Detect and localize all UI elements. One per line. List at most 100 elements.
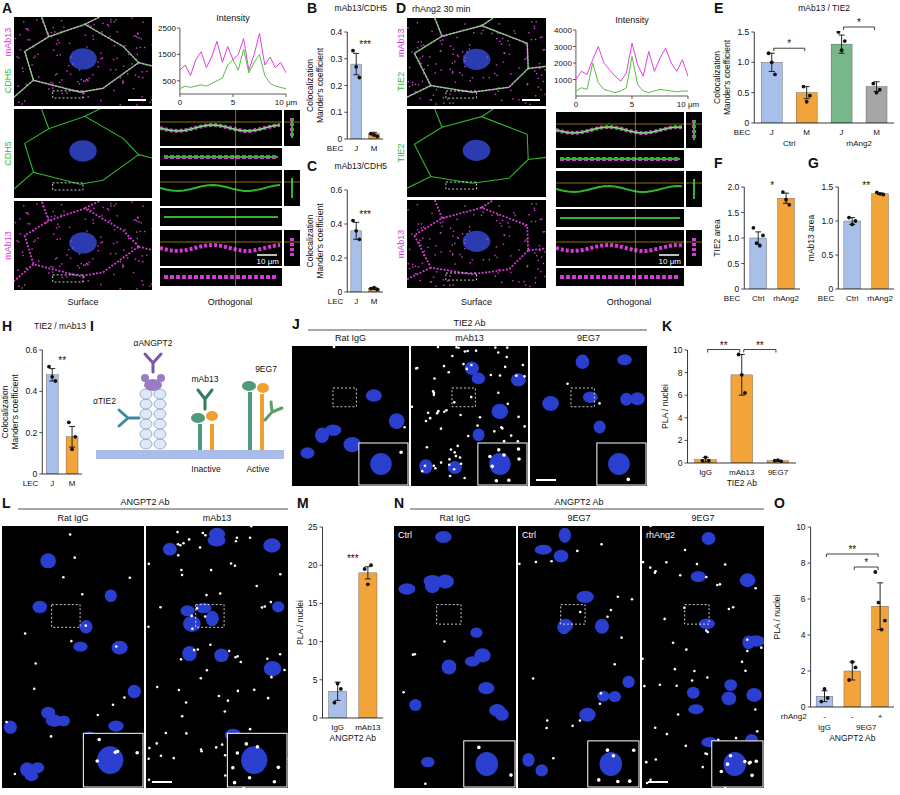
signal [415,84,416,85]
signal [503,234,504,235]
data-point [351,219,355,223]
y-tick [344,190,347,191]
signal [543,263,544,264]
signal [495,276,496,277]
y-tick [344,32,347,33]
micrograph [14,17,152,106]
panel-letter: D [396,0,406,16]
y-tick [808,671,811,672]
panel-letter: G [808,155,819,171]
crosshair [686,183,702,184]
signal [467,233,468,234]
error-stem [824,691,825,702]
y-tick [685,463,688,464]
tile-label: 9EG7 [577,333,600,343]
integrin-alpha [248,392,252,450]
signal [72,247,73,248]
signal [26,212,27,213]
x-axis [754,123,894,124]
signal [60,238,61,239]
orthogonal-crop [556,230,684,266]
pla-signal [464,350,467,353]
plot-area [351,219,380,292]
error-bar [49,369,55,381]
signal [63,26,64,27]
signal [27,212,28,213]
signal [534,210,535,211]
data-point [880,628,884,632]
data-point [840,48,844,52]
significance: ** [862,180,870,191]
plot-area [351,49,380,139]
inset-signal [277,766,281,770]
y-tick-label: 1.5 [821,182,833,192]
signal [110,205,111,206]
signal [140,222,141,223]
signal [88,96,89,97]
pla-signal [716,584,719,587]
y-tick [320,565,323,566]
micrograph [407,200,546,288]
nucleus [559,528,571,543]
signal [123,265,124,266]
signal [137,33,138,34]
row-label: BEC [724,294,741,303]
signal [483,259,484,260]
significance: * [770,180,774,191]
signal [128,238,129,239]
crosshair [635,268,636,286]
signal [528,214,529,215]
line-series [180,33,286,75]
pla-signal [165,732,168,735]
crosshair [556,183,684,184]
signal [538,86,539,87]
crosshair [235,170,236,206]
pla-signal [672,642,675,645]
pla-signal [705,576,708,579]
condition-label: Ctrl [398,530,412,540]
tie2-domain [154,409,166,419]
pla-signal [510,434,513,437]
pla-signal [451,355,454,358]
signal [408,81,409,82]
error-cap [839,35,845,36]
data-point [873,570,877,574]
x-tick [179,94,180,97]
pla-signal [221,743,224,746]
orthogonal-content [160,230,282,266]
micrograph-content [300,346,408,485]
inset [478,443,527,485]
micrograph-content [407,200,546,287]
error-stem [72,426,73,447]
y-tick [320,718,323,719]
signal [55,258,56,259]
signal [450,228,451,229]
signal [150,285,151,286]
signal [497,90,498,91]
panel-letter: M [297,495,309,511]
y-tick-label: 0.3 [330,54,342,64]
signal [102,58,103,59]
signal [481,215,482,216]
signal [421,41,422,42]
signal [116,215,117,216]
y-tick-label: 10 [673,345,683,355]
signal [114,205,115,206]
orthogonal-strip [556,268,684,286]
pla-signal [415,367,418,370]
signal [536,203,537,204]
signal [23,205,24,206]
signal [473,32,474,33]
signal [483,30,484,31]
inset-signal [612,754,616,758]
signal [512,280,513,281]
plot-area [844,191,889,289]
inset-signal [495,479,499,483]
pla-signal [600,692,603,695]
pla-signal [112,703,115,706]
x-tick-label: M [873,128,880,137]
signal [137,54,138,55]
x-tick-label: M [371,297,378,306]
micrograph-content [14,17,152,106]
error-cap [365,578,371,579]
